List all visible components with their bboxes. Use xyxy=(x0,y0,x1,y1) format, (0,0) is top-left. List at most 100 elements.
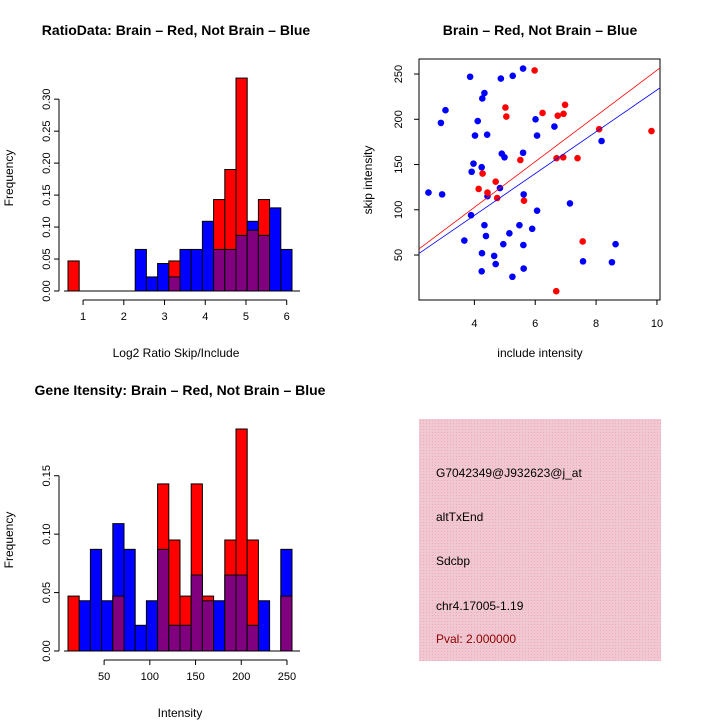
not-brain-point xyxy=(438,191,446,198)
not-brain-point xyxy=(461,237,468,244)
brain-point xyxy=(539,109,546,117)
brain-point xyxy=(492,178,499,186)
chart-title: Gene Itensity: Brain – Red, Not Brain – … xyxy=(35,382,326,398)
overlap-bar xyxy=(224,248,237,292)
not-brain-bar xyxy=(123,548,136,652)
location: chr4.17005-1.19 xyxy=(436,599,524,613)
x-tick-label: 4 xyxy=(471,318,477,330)
y-tick-label: 0.20 xyxy=(41,152,53,173)
overlap-bar xyxy=(112,595,125,652)
not-brain-point xyxy=(478,268,485,275)
not-brain-point xyxy=(532,115,539,123)
y-tick-label: 0.15 xyxy=(41,465,53,486)
y-axis-label: skip intensity xyxy=(361,146,375,215)
x-tick-label: 200 xyxy=(232,671,250,683)
brain-point xyxy=(531,67,538,74)
not-brain-point xyxy=(499,240,507,248)
overlap-bar xyxy=(168,276,181,292)
brain-point xyxy=(574,154,581,162)
pval: Pval: 2.000000 xyxy=(436,632,516,646)
overlap-bar xyxy=(235,234,248,292)
x-tick-label: 1 xyxy=(80,311,86,323)
not-brain-point xyxy=(612,240,619,248)
overlap-bar xyxy=(246,229,259,292)
not-brain-point xyxy=(528,225,536,233)
overlap-bar xyxy=(201,600,215,652)
not-brain-point xyxy=(478,163,485,171)
chart-title: Brain – Red, Not Brain – Blue xyxy=(443,22,638,38)
overlap-bar xyxy=(246,624,259,652)
brain-point xyxy=(484,189,491,196)
not-brain-point xyxy=(470,160,477,167)
not-brain-point xyxy=(490,252,498,260)
brain-point xyxy=(479,170,486,177)
x-tick-label: 6 xyxy=(532,318,538,330)
overlap-bar xyxy=(157,548,170,652)
event-type: altTxEnd xyxy=(436,510,483,524)
not-brain-bar xyxy=(213,600,226,652)
overlap-bar xyxy=(190,574,203,652)
x-tick-label: 4 xyxy=(202,311,208,323)
not-brain-point xyxy=(482,232,490,240)
y-tick-label: 100 xyxy=(393,201,405,219)
not-brain-bar xyxy=(89,548,103,652)
y-axis-label: Frequency xyxy=(2,512,16,569)
gene-name: Sdcbp xyxy=(436,554,470,568)
not-brain-point xyxy=(608,258,616,266)
x-axis-label: Log2 Ratio Skip/Include xyxy=(113,346,240,360)
not-brain-point xyxy=(509,72,517,80)
x-tick-label: 10 xyxy=(651,318,663,330)
not-brain-point xyxy=(481,221,488,229)
brain-regression-line xyxy=(418,67,661,250)
brain-point xyxy=(503,113,510,120)
not-brain-point xyxy=(598,137,605,145)
probe-id: G7042349@J932623@j_at xyxy=(436,466,582,480)
brain-point xyxy=(560,110,567,118)
brain-point xyxy=(554,112,562,119)
not-brain-point xyxy=(497,75,505,82)
brain-point xyxy=(648,127,655,135)
not-brain-point xyxy=(437,119,445,127)
not-brain-point xyxy=(533,207,541,214)
y-tick-label: 250 xyxy=(393,65,405,83)
y-tick-label: 0.30 xyxy=(41,88,53,109)
x-tick-label: 2 xyxy=(121,311,127,323)
x-tick-label: 50 xyxy=(98,671,110,683)
not-brain-point xyxy=(579,258,587,265)
y-tick-label: 0.05 xyxy=(41,248,53,269)
not-brain-bar xyxy=(134,624,147,652)
y-tick-label: 150 xyxy=(393,155,405,173)
info-panel: G7042349@J932623@j_at altTxEnd Sdcbp chr… xyxy=(419,419,661,661)
brain-point xyxy=(561,101,569,109)
not-brain-point xyxy=(519,65,527,72)
not-brain-bar xyxy=(269,207,282,292)
x-tick-label: 6 xyxy=(284,311,290,323)
not-brain-point xyxy=(425,189,432,196)
brain-point xyxy=(520,197,528,205)
y-tick-label: 0.15 xyxy=(41,184,53,205)
y-tick-label: 0.10 xyxy=(41,216,53,237)
not-brain-point xyxy=(520,241,527,249)
not-brain-point xyxy=(483,131,491,138)
brain-point xyxy=(579,238,587,245)
y-tick-label: 0.00 xyxy=(41,640,53,661)
brain-point xyxy=(552,287,560,295)
x-tick-label: 5 xyxy=(243,311,249,323)
chart-title: RatioData: Brain – Red, Not Brain – Blue xyxy=(42,22,311,38)
not-brain-point xyxy=(478,95,486,102)
not-brain-point xyxy=(474,117,482,125)
x-tick-label: 3 xyxy=(161,311,167,323)
not-brain-point xyxy=(501,153,508,161)
overlap-bar xyxy=(257,234,271,292)
not-brain-bar xyxy=(179,248,192,292)
not-brain-point xyxy=(566,200,574,207)
not-brain-bar xyxy=(157,263,170,292)
x-tick-label: 100 xyxy=(141,671,159,683)
overlap-bar xyxy=(224,574,237,652)
not-brain-bar xyxy=(101,600,114,652)
not-brain-point xyxy=(520,191,527,198)
not-brain-point xyxy=(481,89,488,97)
plot-box xyxy=(418,58,661,301)
brain-point xyxy=(475,185,482,193)
not-brain-point xyxy=(492,260,499,268)
